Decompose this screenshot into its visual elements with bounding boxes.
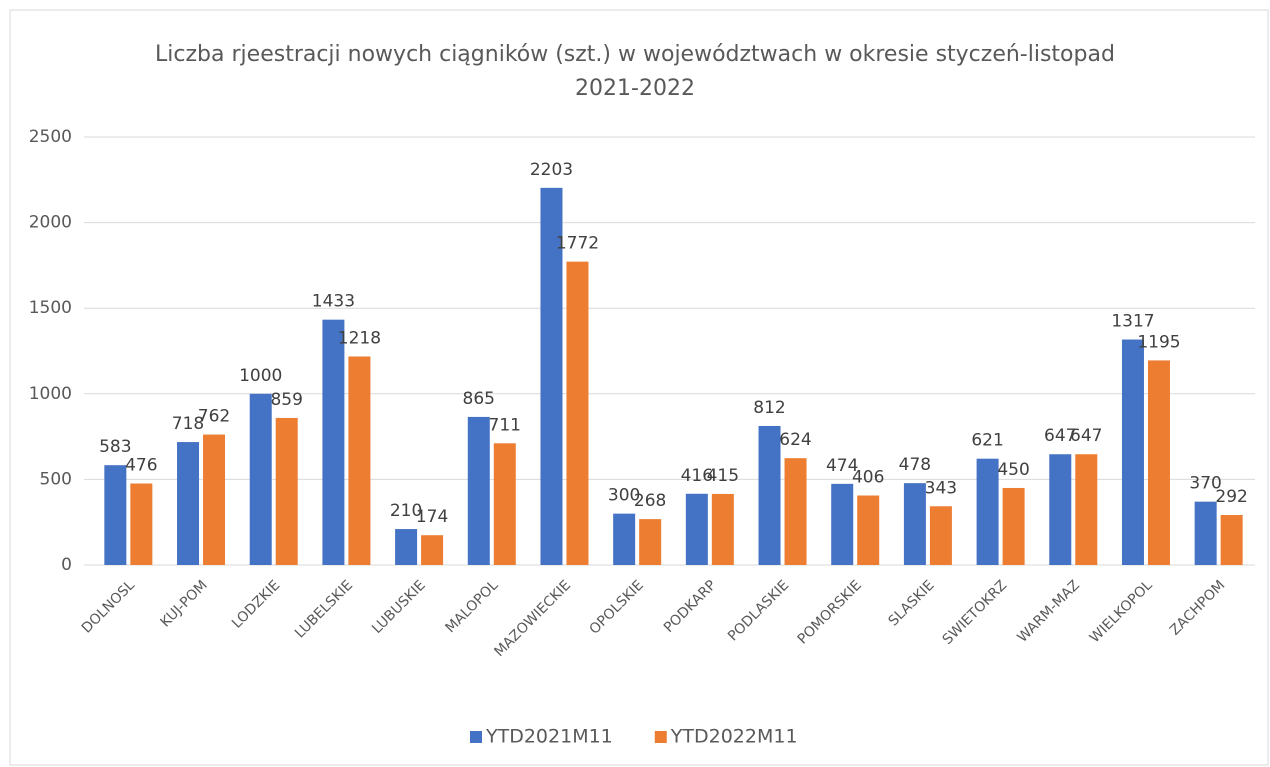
bar xyxy=(249,393,272,565)
bar xyxy=(104,465,127,565)
bar xyxy=(566,261,589,565)
data-label: 292 xyxy=(1215,487,1247,507)
chart-title: Liczba rjeestracji nowych ciągników (szt… xyxy=(155,42,1115,101)
data-label: 478 xyxy=(899,455,931,475)
data-label: 718 xyxy=(172,414,204,434)
bar xyxy=(421,535,444,565)
data-label: 406 xyxy=(852,467,884,487)
y-tick-label: 2000 xyxy=(29,213,72,233)
y-tick-label: 0 xyxy=(61,555,72,575)
data-label: 210 xyxy=(390,501,422,521)
y-tick-label: 500 xyxy=(40,469,72,489)
data-label: 1772 xyxy=(556,234,599,254)
legend-label: YTD2021M11 xyxy=(485,726,613,748)
legend-label: YTD2022M11 xyxy=(670,726,798,748)
data-label: 1000 xyxy=(239,366,282,386)
data-label: 370 xyxy=(1189,474,1221,494)
data-label: 711 xyxy=(489,415,521,435)
data-label: 812 xyxy=(753,398,785,418)
bar xyxy=(540,187,563,565)
data-label: 476 xyxy=(125,456,157,476)
bar xyxy=(685,493,708,565)
bar xyxy=(348,356,371,565)
data-label: 300 xyxy=(608,486,640,506)
bar xyxy=(1121,339,1144,565)
data-label: 2203 xyxy=(530,160,573,180)
bar xyxy=(467,416,490,565)
legend-swatch xyxy=(654,731,667,743)
data-label: 1433 xyxy=(312,292,355,312)
data-label: 647 xyxy=(1070,426,1102,446)
bar xyxy=(1220,515,1243,565)
bar xyxy=(639,519,662,565)
y-tick-label: 2500 xyxy=(29,127,72,147)
bar xyxy=(203,434,226,565)
data-label: 1218 xyxy=(338,328,381,348)
data-label: 865 xyxy=(463,389,495,409)
data-label: 450 xyxy=(997,460,1029,480)
bar xyxy=(275,417,298,565)
bar xyxy=(831,483,854,565)
legend-swatch xyxy=(470,731,482,743)
y-tick-label: 1000 xyxy=(29,384,72,404)
bar xyxy=(929,506,952,565)
bar xyxy=(1049,454,1072,565)
data-label: 174 xyxy=(416,507,448,527)
bar xyxy=(711,493,734,565)
data-label: 415 xyxy=(707,466,739,486)
bar xyxy=(784,458,807,565)
data-label: 621 xyxy=(971,431,1003,451)
bar xyxy=(1147,360,1170,565)
data-label: 416 xyxy=(681,466,713,486)
data-label: 474 xyxy=(826,456,858,476)
bar xyxy=(395,529,418,565)
data-label: 268 xyxy=(634,491,666,511)
bar xyxy=(493,443,516,565)
bar xyxy=(857,495,880,565)
bar xyxy=(613,513,636,565)
data-label: 583 xyxy=(99,437,131,457)
bar xyxy=(1194,501,1217,565)
data-label: 647 xyxy=(1044,426,1076,446)
data-label: 762 xyxy=(198,407,230,427)
bar xyxy=(976,458,999,565)
data-label: 1317 xyxy=(1111,312,1154,332)
data-label: 343 xyxy=(925,478,957,498)
bar xyxy=(177,442,200,565)
chart-frame xyxy=(9,9,1269,766)
bar xyxy=(130,483,153,565)
bar xyxy=(1075,454,1098,565)
data-label: 1195 xyxy=(1137,332,1180,352)
y-tick-label: 1500 xyxy=(29,298,72,318)
bar xyxy=(322,319,345,565)
bar xyxy=(758,425,781,565)
bar xyxy=(1002,487,1025,565)
data-label: 624 xyxy=(779,430,811,450)
data-label: 859 xyxy=(270,390,302,410)
bar xyxy=(903,483,926,565)
